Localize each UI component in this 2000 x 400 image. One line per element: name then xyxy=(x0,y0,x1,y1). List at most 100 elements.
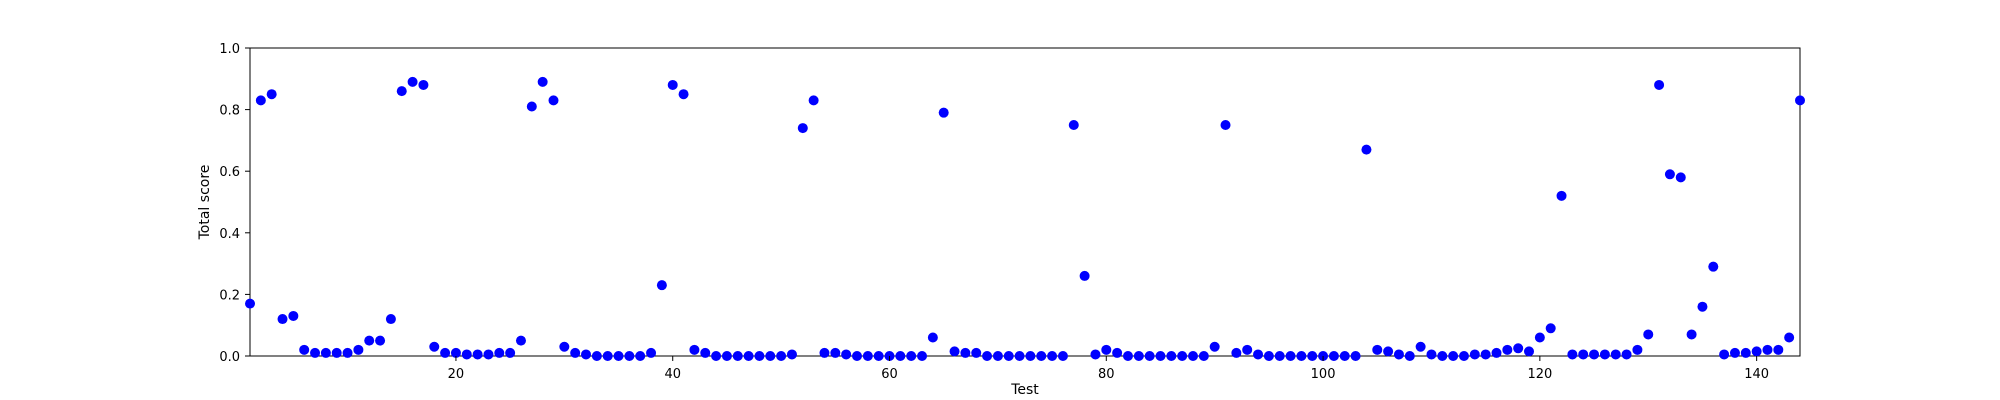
data-point xyxy=(1415,341,1426,352)
data-point xyxy=(1610,349,1621,360)
data-point xyxy=(472,349,483,360)
data-point xyxy=(353,344,364,355)
data-point xyxy=(1122,351,1133,361)
data-point xyxy=(938,107,949,118)
data-point xyxy=(591,351,602,361)
data-point xyxy=(1513,343,1524,354)
data-point xyxy=(1188,351,1199,361)
data-point xyxy=(743,351,754,361)
data-point xyxy=(407,76,418,87)
x-tick-label: 140 xyxy=(1744,367,1769,382)
data-point xyxy=(245,298,255,309)
data-point xyxy=(1003,351,1014,361)
data-point xyxy=(1285,351,1296,361)
data-point xyxy=(1686,329,1697,340)
data-point xyxy=(1545,323,1556,334)
data-point xyxy=(1057,351,1068,361)
data-point xyxy=(1589,349,1600,360)
data-point xyxy=(375,335,386,346)
data-point xyxy=(1556,190,1567,201)
data-point xyxy=(1090,349,1101,360)
data-point xyxy=(483,349,494,360)
data-point xyxy=(1643,329,1654,340)
data-point xyxy=(1480,349,1491,360)
data-point xyxy=(1209,341,1220,352)
data-point xyxy=(711,351,722,361)
data-point xyxy=(320,347,331,358)
y-axis-ticks: 0.0 0.2 0.4 0.6 0.8 1.0 xyxy=(219,42,250,365)
data-point xyxy=(288,310,299,321)
plot-area xyxy=(249,47,1801,357)
x-tick-label: 100 xyxy=(1311,367,1336,382)
y-tick-label: 1.0 xyxy=(219,42,240,57)
y-tick-label: 0.0 xyxy=(219,350,240,365)
data-point xyxy=(1654,79,1665,90)
data-point xyxy=(862,351,873,361)
data-point xyxy=(646,347,657,358)
data-point xyxy=(873,351,884,361)
data-point xyxy=(1047,351,1058,361)
data-point xyxy=(494,347,505,358)
data-point xyxy=(1068,120,1079,130)
data-point xyxy=(1339,351,1350,361)
data-point xyxy=(982,351,993,361)
data-point xyxy=(765,351,776,361)
data-point xyxy=(1524,346,1535,357)
data-point xyxy=(906,351,917,361)
data-point xyxy=(342,347,353,358)
data-point xyxy=(721,351,732,361)
data-point xyxy=(895,351,906,361)
data-point xyxy=(1393,349,1404,360)
data-point xyxy=(396,86,407,97)
data-point xyxy=(1036,351,1047,361)
data-point xyxy=(1328,351,1339,361)
data-point xyxy=(992,351,1003,361)
data-point xyxy=(1155,351,1166,361)
x-tick-label: 80 xyxy=(1098,367,1115,382)
data-point xyxy=(602,351,613,361)
data-point xyxy=(581,349,592,360)
data-point xyxy=(949,346,960,357)
x-tick-label: 20 xyxy=(448,367,465,382)
data-point xyxy=(1144,351,1155,361)
data-point xyxy=(1112,347,1123,358)
data-point xyxy=(1773,344,1784,355)
data-point xyxy=(819,347,830,358)
y-tick-label: 0.6 xyxy=(219,165,240,180)
data-point xyxy=(418,79,429,90)
data-point xyxy=(364,335,375,346)
data-point xyxy=(1740,347,1751,358)
data-point xyxy=(1751,346,1762,357)
data-point xyxy=(700,347,711,358)
data-point xyxy=(1231,347,1242,358)
data-point xyxy=(1729,347,1740,358)
data-point xyxy=(255,95,266,106)
data-point xyxy=(1404,351,1415,361)
data-points xyxy=(245,76,1805,361)
data-point xyxy=(1675,172,1686,183)
data-point xyxy=(385,314,396,325)
data-point xyxy=(450,347,461,358)
data-point xyxy=(1697,301,1708,312)
data-point xyxy=(266,89,277,100)
data-point xyxy=(1437,351,1448,361)
data-point xyxy=(526,101,537,112)
data-point xyxy=(1784,332,1795,343)
x-axis-label: Test xyxy=(1010,382,1039,398)
data-point xyxy=(635,351,646,361)
y-axis-label: Total score xyxy=(197,165,213,241)
data-point xyxy=(461,349,472,360)
data-point xyxy=(570,347,581,358)
data-point xyxy=(1719,349,1730,360)
data-point xyxy=(1491,347,1502,358)
data-point xyxy=(1025,351,1036,361)
data-point xyxy=(1383,346,1394,357)
data-point xyxy=(1253,349,1264,360)
data-point xyxy=(1458,351,1469,361)
y-tick-label: 0.2 xyxy=(219,288,240,303)
data-point xyxy=(310,347,321,358)
data-point xyxy=(1708,261,1719,272)
data-point xyxy=(1534,332,1545,343)
data-point xyxy=(537,76,548,87)
